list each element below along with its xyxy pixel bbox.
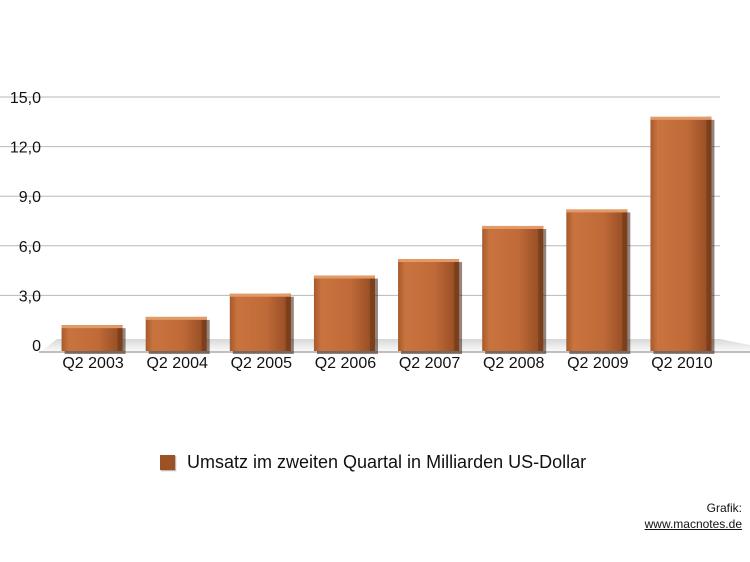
bar xyxy=(398,259,463,354)
x-axis-ticks: Q2 2003 Q2 2004 Q2 2005 Q2 2006 Q2 2007 Q2 20… xyxy=(62,355,712,372)
bar xyxy=(566,209,631,354)
x-tick-label: Q2 2009 xyxy=(567,355,628,372)
chart-floor xyxy=(39,339,750,353)
y-tick-label: 6,0 xyxy=(19,239,41,256)
y-tick-label: 12,0 xyxy=(10,140,41,157)
bar xyxy=(313,275,378,354)
bar xyxy=(61,325,126,354)
y-tick-label: 3,0 xyxy=(19,288,41,305)
y-tick-label: 9,0 xyxy=(19,189,41,206)
bar xyxy=(650,116,715,354)
y-tick-label: 0 xyxy=(32,338,41,355)
x-tick-label: Q2 2006 xyxy=(315,355,376,372)
legend: Umsatz im zweiten Quartal in Milliarden … xyxy=(160,452,586,473)
x-tick-label: Q2 2004 xyxy=(146,355,207,372)
x-tick-label: Q2 2010 xyxy=(651,355,712,372)
x-tick-label: Q2 2003 xyxy=(62,355,123,372)
x-tick-label: Q2 2008 xyxy=(483,355,544,372)
x-tick-label: Q2 2005 xyxy=(231,355,292,372)
floor-plane xyxy=(39,339,750,353)
legend-swatch xyxy=(160,455,175,470)
credit-label: Grafik: xyxy=(706,501,742,515)
credit-link[interactable]: www.macnotes.de xyxy=(644,517,742,531)
bar xyxy=(482,225,547,354)
bar xyxy=(229,293,294,354)
y-tick-label: 15,0 xyxy=(10,90,41,107)
credit: Grafik: www.macnotes.de xyxy=(645,500,742,532)
y-axis-ticks: 0 3,0 6,0 9,0 12,0 15,0 xyxy=(10,90,41,355)
x-tick-label: Q2 2007 xyxy=(399,355,460,372)
bar xyxy=(145,316,210,354)
bars xyxy=(61,116,715,354)
legend-label: Umsatz im zweiten Quartal in Milliarden … xyxy=(187,452,587,472)
